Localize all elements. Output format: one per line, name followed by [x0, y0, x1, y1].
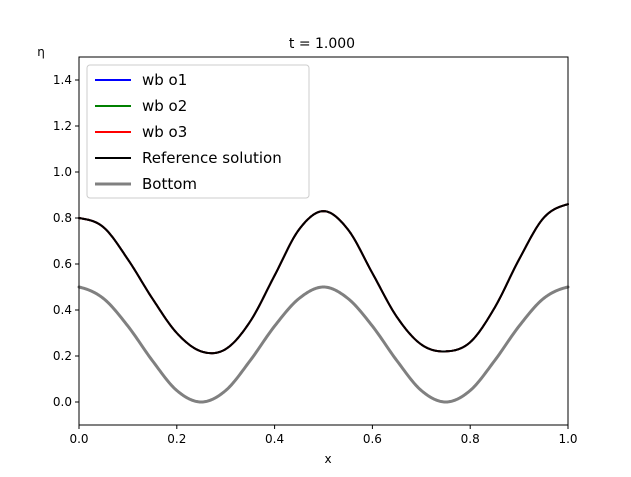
y-tick-label: 0.2	[53, 349, 72, 363]
legend-label: Bottom	[142, 175, 197, 193]
series-line-wb-o1	[78, 203, 569, 355]
x-tick-label: 0.8	[461, 432, 480, 446]
series-line-wb-o2	[78, 203, 569, 355]
axes: 0.0 0.2 0.4 0.6 0.8 1.0 0.0 0.2 0.4 0.6 0.8 1.0 1.2 1…	[53, 56, 578, 446]
x-tick-label: 0.6	[363, 432, 382, 446]
y-tick-label: 0.8	[53, 211, 72, 225]
y-tick-label: 0.4	[53, 303, 72, 317]
legend-box	[86, 64, 310, 199]
x-tick-label: 0.0	[69, 432, 88, 446]
legend-label: wb o2	[142, 97, 187, 115]
series-line-wb-o3	[78, 203, 569, 355]
legend-label: Reference solution	[142, 149, 282, 167]
legend-label: wb o1	[142, 71, 187, 89]
plot-frame	[78, 56, 569, 426]
y-tick-label: 1.2	[53, 119, 72, 133]
x-tick-label: 1.0	[558, 432, 577, 446]
x-tick-label: 0.4	[265, 432, 284, 446]
x-axis-label: x	[324, 452, 331, 466]
plot-lines	[77, 203, 570, 404]
series-line-bottom	[77, 285, 570, 404]
y-tick-label: 1.4	[53, 73, 72, 87]
y-tick-label: 0.0	[53, 395, 72, 409]
x-tick-label: 0.2	[167, 432, 186, 446]
legend: wb o1 wb o2 wb o3 Reference solution Bottom	[86, 64, 310, 199]
series-line-reference-solution	[78, 203, 569, 355]
y-tick-label: 1.0	[53, 165, 72, 179]
chart-title: t = 1.000	[289, 36, 355, 52]
y-tick-label: 0.6	[53, 257, 72, 271]
legend-label: wb o3	[142, 123, 187, 141]
y-axis-label: η	[37, 45, 45, 59]
